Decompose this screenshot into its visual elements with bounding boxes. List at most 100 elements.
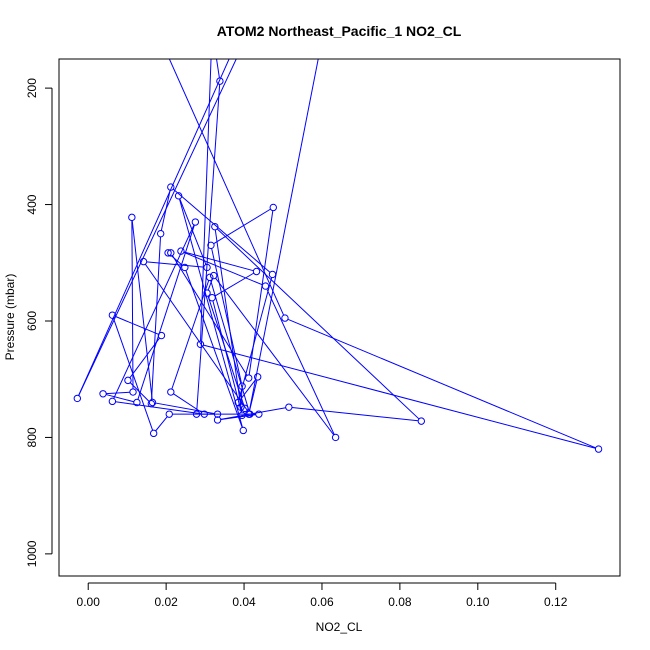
data-point xyxy=(241,404,249,413)
series-segment xyxy=(211,248,242,384)
series-segment xyxy=(131,220,134,389)
x-tick-label: 0.02 xyxy=(154,595,178,609)
data-point xyxy=(211,222,219,231)
data-point xyxy=(261,282,270,290)
data-point xyxy=(208,294,216,302)
data-point xyxy=(108,311,117,319)
data-point xyxy=(167,183,175,191)
series-segment xyxy=(203,344,596,449)
data-point xyxy=(281,314,289,322)
x-tick-label: 0.10 xyxy=(466,595,490,609)
x-tick-label: 0.04 xyxy=(232,595,256,609)
data-point xyxy=(216,77,224,85)
data-point xyxy=(108,397,117,406)
series-segment xyxy=(115,315,159,335)
data-point xyxy=(147,399,156,408)
data-point xyxy=(209,271,218,280)
series-segment xyxy=(183,251,263,286)
series-segment xyxy=(248,379,258,412)
data-point xyxy=(148,398,157,407)
series-segment xyxy=(115,401,202,415)
series-segment xyxy=(216,228,420,420)
series-segment xyxy=(151,236,162,401)
series-segment xyxy=(178,198,243,428)
series-segment xyxy=(129,337,160,379)
data-point xyxy=(192,410,201,418)
series-segment xyxy=(287,318,596,449)
series-segment xyxy=(214,272,255,297)
data-point xyxy=(213,410,222,418)
series-segment xyxy=(238,277,273,400)
data-point xyxy=(417,417,426,425)
data-point xyxy=(245,374,253,382)
x-axis-title: NO2_CL xyxy=(316,620,363,634)
data-point xyxy=(594,445,603,453)
series-segment xyxy=(179,198,207,265)
data-point xyxy=(203,289,211,297)
series-segment xyxy=(200,59,212,342)
series-segment xyxy=(78,59,237,396)
data-point xyxy=(167,388,175,396)
series-segment xyxy=(220,414,256,421)
series-segment xyxy=(185,270,243,428)
data-point xyxy=(206,273,214,282)
x-tick-label: 0.08 xyxy=(388,595,412,609)
series-segment xyxy=(155,402,215,415)
data-point xyxy=(165,410,173,418)
series-segment xyxy=(105,394,134,403)
series-layer xyxy=(73,59,603,453)
data-point xyxy=(269,203,277,212)
data-point xyxy=(133,398,141,407)
y-tick-label: 800 xyxy=(25,427,39,447)
data-point xyxy=(128,213,136,222)
data-point xyxy=(246,410,254,418)
data-point xyxy=(207,241,215,250)
series-segment xyxy=(155,416,168,432)
y-tick-label: 400 xyxy=(25,194,39,214)
series-segment xyxy=(248,59,319,412)
series-segment xyxy=(239,379,257,401)
data-point xyxy=(157,331,166,340)
series-segment xyxy=(146,261,204,268)
series-segment xyxy=(216,59,220,79)
series-segment xyxy=(137,224,195,400)
y-tick-label: 1000 xyxy=(25,540,39,567)
data-point xyxy=(331,433,340,442)
data-point xyxy=(149,429,158,438)
data-point xyxy=(139,257,148,266)
data-point xyxy=(156,229,165,238)
y-axis: 200 400 600 800 1000 xyxy=(25,78,53,567)
series-segment xyxy=(170,254,183,266)
data-point xyxy=(268,270,277,279)
data-point xyxy=(203,263,211,272)
series-segment xyxy=(213,208,271,245)
data-point xyxy=(252,267,261,276)
data-point xyxy=(213,416,222,424)
x-tick-label: 0.12 xyxy=(544,595,568,609)
data-point xyxy=(285,403,293,411)
series-segment xyxy=(131,220,153,400)
series-segment xyxy=(207,278,213,291)
series-segment xyxy=(212,300,242,413)
chart-title: ATOM2 Northeast_Pacific_1 NO2_CL xyxy=(217,23,462,39)
series-segment xyxy=(106,391,130,395)
series-segment xyxy=(168,59,285,316)
x-tick-label: 0.06 xyxy=(310,595,334,609)
data-point xyxy=(239,426,247,435)
data-point xyxy=(196,340,205,348)
y-tick-label: 600 xyxy=(25,311,39,331)
series-segment xyxy=(215,277,335,436)
data-point xyxy=(200,410,209,418)
y-axis-title: Pressure (mbar) xyxy=(3,274,17,361)
data-point xyxy=(167,249,175,257)
series-segment xyxy=(291,406,419,422)
series-segment xyxy=(248,210,274,375)
data-point xyxy=(255,410,263,418)
series-segment xyxy=(78,59,230,396)
data-point xyxy=(253,373,262,381)
data-point xyxy=(237,403,245,411)
data-point xyxy=(238,411,246,420)
series-segment xyxy=(183,251,254,272)
x-tick-label: 0.00 xyxy=(77,595,101,609)
